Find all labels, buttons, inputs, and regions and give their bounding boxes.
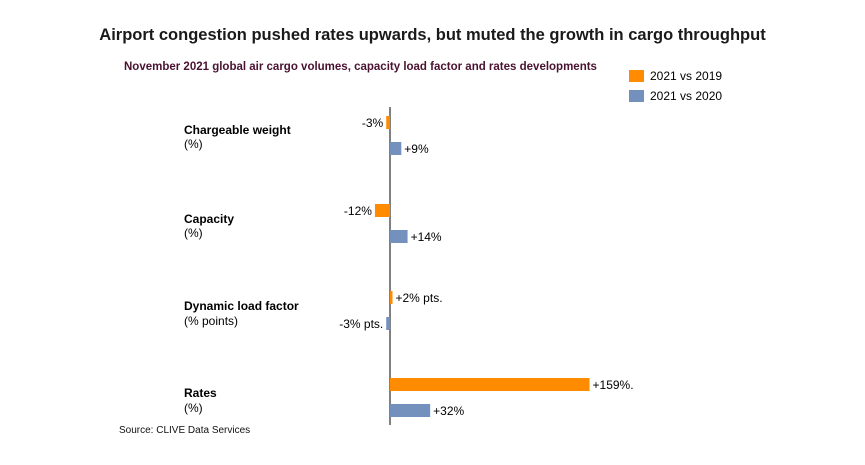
data-label-dynamic-load-factor-2020: -3% pts. bbox=[339, 317, 383, 331]
legend-swatch-2019 bbox=[629, 70, 644, 82]
category-label-capacity: Capacity bbox=[184, 212, 235, 226]
bar-dynamic-load-factor-2020 bbox=[386, 317, 390, 330]
bar-rates-2020 bbox=[390, 404, 431, 417]
category-unit-capacity: (%) bbox=[184, 226, 203, 240]
bar-rates-2019 bbox=[390, 378, 590, 391]
bar-chargeable-weight-2020 bbox=[390, 142, 402, 155]
legend-label-2020: 2021 vs 2020 bbox=[650, 89, 723, 103]
category-label-dynamic-load-factor: Dynamic load factor bbox=[184, 299, 299, 313]
data-label-capacity-2020: +14% bbox=[411, 230, 442, 244]
chart-subtitle: November 2021 global air cargo volumes, … bbox=[124, 61, 597, 73]
bar-capacity-2019 bbox=[374, 204, 390, 217]
data-label-chargeable-weight-2019: -3% bbox=[362, 116, 384, 130]
source-note: Source: CLIVE Data Services bbox=[119, 425, 251, 436]
category-label-chargeable-weight: Chargeable weight bbox=[184, 123, 291, 137]
legend-swatch-2020 bbox=[629, 90, 644, 102]
data-label-dynamic-load-factor-2019: +2% pts. bbox=[396, 291, 443, 305]
data-label-rates-2019: +159%. bbox=[593, 378, 634, 392]
category-unit-dynamic-load-factor: (% points) bbox=[184, 314, 239, 328]
category-unit-rates: (%) bbox=[184, 401, 203, 415]
data-label-capacity-2019: -12% bbox=[344, 204, 372, 218]
category-label-rates: Rates bbox=[184, 386, 217, 400]
bar-dynamic-load-factor-2019 bbox=[390, 291, 393, 304]
data-label-chargeable-weight-2020: +9% bbox=[404, 142, 429, 156]
category-unit-chargeable-weight: (%) bbox=[184, 137, 203, 151]
bar-capacity-2020 bbox=[390, 230, 408, 243]
bar-chargeable-weight-2019 bbox=[386, 116, 390, 129]
chart-title: Airport congestion pushed rates upwards,… bbox=[99, 26, 766, 44]
data-label-rates-2020: +32% bbox=[433, 404, 464, 418]
legend-label-2019: 2021 vs 2019 bbox=[650, 69, 723, 83]
